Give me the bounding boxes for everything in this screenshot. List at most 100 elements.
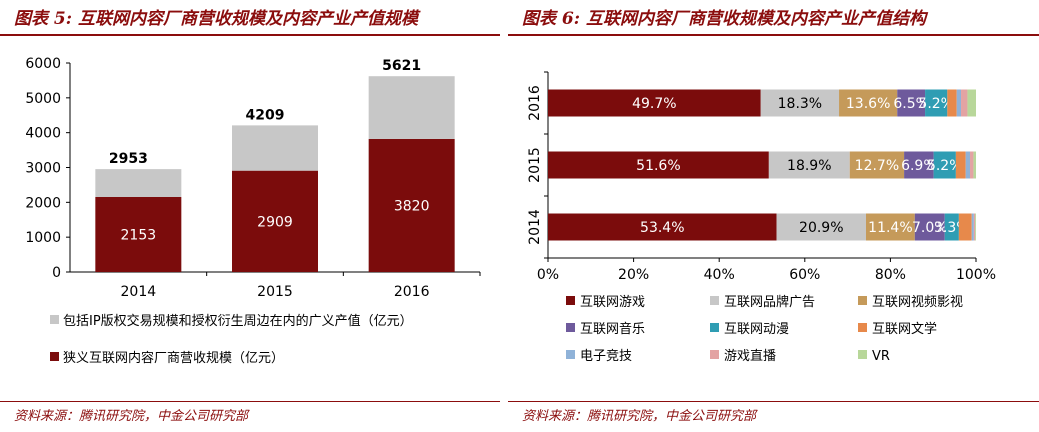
figure-6-source: 资料来源：腾讯研究院，中金公司研究部 xyxy=(522,409,757,424)
bar-value-label: 18.9% xyxy=(787,158,831,174)
bar-value-label: 6.5% xyxy=(893,96,929,112)
bar-value-label: 5.2% xyxy=(927,158,963,174)
bar-value-label: 11.4% xyxy=(868,220,912,236)
bar-value-label: 18.3% xyxy=(778,96,822,112)
bar-segment xyxy=(965,151,971,179)
legend-label: 包括IP版权交易规模和授权衍生周边在内的广义产值（亿元） xyxy=(63,313,413,329)
bar-segment xyxy=(95,169,182,198)
bar-value-label: 5.2% xyxy=(918,96,954,112)
bar-value-label: 6.9% xyxy=(901,158,937,174)
bar-segment xyxy=(971,213,974,241)
bar-value-label: 3820 xyxy=(394,198,430,214)
bar-segment xyxy=(958,213,972,241)
legend-label: 狭义互联网内容厂商营收规模（亿元） xyxy=(63,350,284,366)
figure-6-panel: 图表 6: 互联网内容厂商营收规模及内容产业产值结构 0% 20% 40% 60% 80… xyxy=(508,0,1039,432)
x-tick-label: 80% xyxy=(875,267,906,283)
legend-label: 互联网文学 xyxy=(872,321,937,337)
legend-label: VR xyxy=(872,349,890,364)
bar-value-label: 7.0% xyxy=(912,220,948,236)
legend-label: 游戏直播 xyxy=(724,349,776,364)
bar-segment xyxy=(776,213,867,241)
bar-segment xyxy=(232,125,318,171)
legend-swatch xyxy=(566,296,575,305)
bar-segment xyxy=(548,151,769,179)
legend-label: 互联网视频影视 xyxy=(872,295,963,310)
bar-segment xyxy=(956,89,962,117)
y-tick-label: 2015 xyxy=(527,147,543,183)
x-tick-label: 20% xyxy=(618,267,649,283)
legend-label: 互联网动漫 xyxy=(724,322,789,337)
legend-swatch xyxy=(566,323,575,332)
bar-value-label: 2153 xyxy=(121,228,157,244)
figure-6-title: 图表 6: 互联网内容厂商营收规模及内容产业产值结构 xyxy=(522,9,926,29)
legend-swatch xyxy=(858,296,867,305)
legend-swatch xyxy=(50,315,59,324)
bar-segment xyxy=(944,213,959,241)
bar-segment xyxy=(914,213,945,241)
bar-segment xyxy=(849,151,905,179)
bar-segment xyxy=(973,151,976,179)
bar-segment xyxy=(839,89,898,117)
x-tick-label: 40% xyxy=(704,267,735,283)
bar-value-label: 12.7% xyxy=(855,158,899,174)
x-tick-label: 0% xyxy=(537,267,559,283)
bar-value-label: 51.6% xyxy=(636,158,680,174)
y-tick-label: 0 xyxy=(52,265,61,281)
legend-swatch xyxy=(566,350,575,359)
legend-swatch xyxy=(50,352,59,361)
bar-value-label: 2909 xyxy=(257,214,293,230)
bar-segment xyxy=(368,76,455,139)
bar-segment xyxy=(760,89,840,117)
bar-value-label: 49.7% xyxy=(632,96,676,112)
bar-segment xyxy=(967,89,976,117)
bar-value-label: 13.6% xyxy=(846,96,890,112)
source-rule xyxy=(0,401,500,402)
x-tick-label: 2014 xyxy=(121,284,157,300)
legend-label: 互联网品牌广告 xyxy=(724,294,815,310)
bar-segment xyxy=(232,170,318,272)
bar-segment xyxy=(970,151,974,179)
figure-5-panel: 图表 5: 互联网内容厂商营收规模及内容产业产值规模 0 1000 2000 3000… xyxy=(0,0,500,432)
y-tick-label: 1000 xyxy=(25,230,61,246)
bar-total-label: 2953 xyxy=(109,151,148,167)
figure-5-source: 资料来源：腾讯研究院，中金公司研究部 xyxy=(14,409,249,424)
legend-swatch xyxy=(710,296,719,305)
figure-5-title: 图表 5: 互联网内容厂商营收规模及内容产业产值规模 xyxy=(14,9,418,29)
y-tick-label: 6000 xyxy=(25,56,61,72)
legend-label: 互联网游戏 xyxy=(580,295,645,310)
bar-segment xyxy=(866,213,915,241)
bar-segment xyxy=(933,151,956,179)
x-tick-label: 100% xyxy=(956,267,996,283)
y-tick-label: 2014 xyxy=(527,209,543,245)
bar-segment xyxy=(975,213,976,241)
y-tick-label: 4000 xyxy=(25,126,61,142)
bar-segment xyxy=(548,213,777,241)
bar-segment xyxy=(973,213,976,241)
bar-segment xyxy=(548,89,761,117)
bar-total-label: 4209 xyxy=(246,107,285,123)
bar-value-label: 20.9% xyxy=(799,220,843,236)
bar-segment xyxy=(961,89,968,117)
bar-segment xyxy=(897,89,926,117)
legend-swatch xyxy=(710,350,719,359)
title-rule xyxy=(0,34,500,36)
bar-value-label: 53.4% xyxy=(640,220,684,236)
bar-segment xyxy=(368,138,455,272)
x-tick-label: 2016 xyxy=(394,284,430,300)
legend-swatch xyxy=(710,323,719,332)
title-rule xyxy=(508,34,1039,36)
legend-swatch xyxy=(858,323,867,332)
source-rule xyxy=(508,401,1039,402)
legend-swatch xyxy=(858,350,867,359)
bar-segment xyxy=(955,151,966,179)
bar-segment xyxy=(904,151,934,179)
x-tick-label: 2015 xyxy=(257,284,293,300)
y-tick-label: 2016 xyxy=(527,85,543,121)
y-tick-label: 3000 xyxy=(25,161,61,177)
legend-label: 电子竞技 xyxy=(580,348,632,364)
bar-segment xyxy=(95,197,182,272)
bar-segment xyxy=(768,151,850,179)
percent-stacked-bar-chart: 0% 20% 40% 60% 80% 100%49.7% 18.3% 13.6% 6.5%5.2… xyxy=(527,71,996,364)
x-tick-label: 60% xyxy=(789,267,820,283)
y-tick-label: 2000 xyxy=(25,195,61,211)
